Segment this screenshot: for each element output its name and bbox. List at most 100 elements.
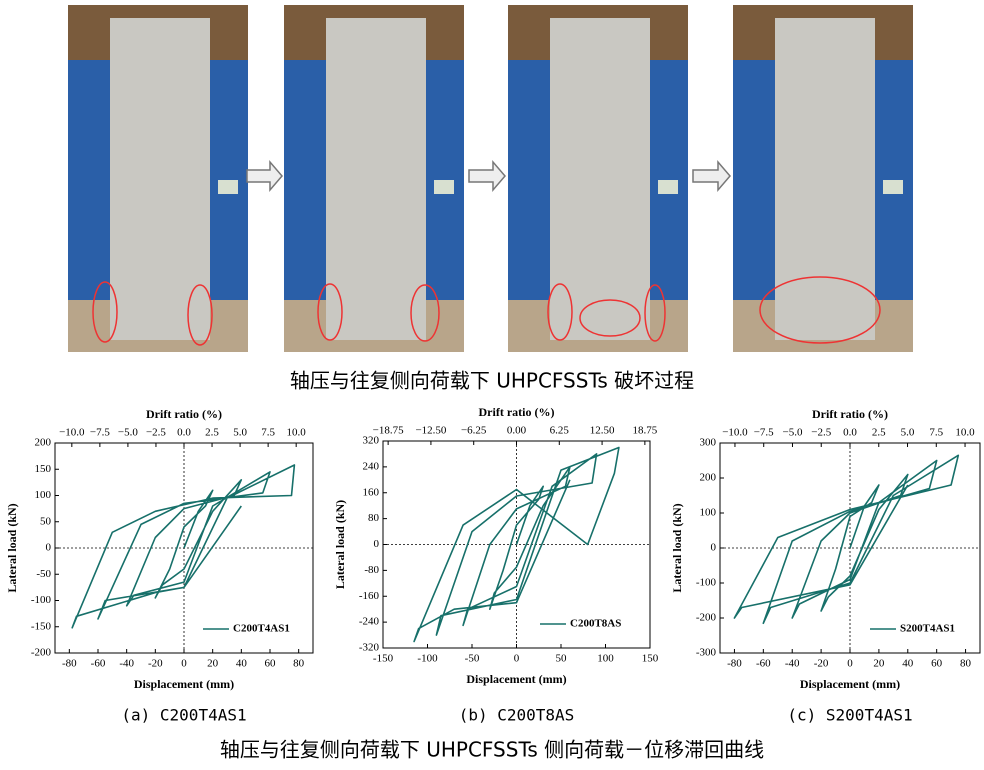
damage-marker [410,284,440,342]
x2-tick-label: 2.5 [205,427,219,439]
photo-sensor [218,180,238,194]
x2-tick-label: 6.25 [550,425,570,437]
chart-caption: (c) S200T4AS1 [787,706,912,725]
photos-caption: 轴压与往复侧向荷载下 UHPCFSSTs 破坏过程 [290,369,694,393]
photo-column [326,18,426,340]
x2-tick-label: −5.0 [118,427,138,439]
photo-sensor [434,180,454,194]
x-tick-label: -40 [119,658,134,670]
x-tick-label: 60 [265,658,277,670]
x2-tick-label: 5.0 [901,427,915,439]
photo-sensor [658,180,678,194]
arrow [692,159,731,193]
x-tick-label: 0 [847,658,853,670]
x2-tick-label: −6.25 [461,425,487,437]
x-tick-label: 0 [514,653,520,665]
x2-tick-label: −18.75 [373,425,404,437]
y-tick-label: 80 [368,512,380,524]
damage-marker [644,284,666,342]
x2-tick-label: −12.50 [415,425,446,437]
hysteresis-curve [733,454,960,625]
x2-tick-label: 10.0 [955,427,975,439]
y-tick-label: 240 [363,460,380,472]
x-tick-label: 40 [902,658,914,670]
y-tick-label: -150 [31,620,52,632]
y-tick-label: 200 [35,437,52,449]
y-tick-label: -320 [359,642,380,654]
damage-marker [187,284,213,346]
x2-tick-label: −7.5 [90,427,110,439]
x-tick-label: -100 [417,653,438,665]
photo-sensor [883,180,903,194]
x2-tick-label: −2.5 [811,427,831,439]
x-tick-label: -40 [785,658,800,670]
x2-tick-label: −2.5 [146,427,166,439]
y-tick-label: 50 [40,515,52,527]
x-axis-label: Displacement (mm) [466,672,566,686]
hysteresis-curve [71,464,296,629]
x-tick-label: -20 [814,658,829,670]
x-tick-label: 100 [597,653,614,665]
x-tick-label: -150 [373,653,394,665]
y-tick-label: -300 [696,647,717,659]
x2-tick-label: −10.0 [59,427,85,439]
y-axis-label: Lateral load (kN) [333,500,347,589]
x-tick-label: 80 [960,658,972,670]
y-tick-label: -240 [359,616,380,628]
damage-marker [759,276,881,344]
x2-tick-label: 2.5 [872,427,886,439]
arrow [246,159,283,193]
x2-tick-label: −10.0 [722,427,748,439]
x-tick-label: -60 [756,658,771,670]
y-tick-label: -160 [359,590,380,602]
x-tick-label: 20 [873,658,885,670]
x-tick-label: 40 [236,658,248,670]
chart-caption: (a) C200T4AS1 [121,706,246,725]
y-axis-label: Lateral load (kN) [5,503,19,592]
x2-tick-label: 0.00 [507,425,527,437]
x-tick-label: -80 [62,658,77,670]
y-tick-label: -80 [364,564,379,576]
y-tick-label: 320 [363,435,380,447]
y-tick-label: 0 [374,538,380,550]
photo-row [68,5,913,352]
y-tick-label: 100 [35,489,52,501]
damage-marker [92,281,118,343]
y-tick-label: 0 [711,542,717,554]
photo-column [550,18,650,340]
x2-tick-label: 18.75 [632,425,657,437]
y-tick-label: 100 [700,507,717,519]
x2-tick-label: 0.0 [177,427,191,439]
x2-tick-label: 0.0 [843,427,857,439]
y-tick-label: 150 [35,463,52,475]
x-tick-label: 60 [931,658,943,670]
x2-tick-label: −5.0 [782,427,802,439]
y-tick-label: 160 [363,486,380,498]
x-tick-label: 80 [293,658,305,670]
legend-label: C200T4AS1 [233,623,290,635]
x-tick-label: 50 [556,653,568,665]
x2-tick-label: 7.5 [929,427,943,439]
y-tick-label: -100 [696,577,717,589]
x-tick-label: -80 [727,658,742,670]
x2-tick-label: 5.0 [233,427,247,439]
damage-marker [317,283,343,341]
legend-label: S200T4AS1 [900,623,955,635]
chart-caption: (b) C200T8AS [459,706,575,725]
damage-marker [547,283,573,341]
legend-label: C200T8AS [570,618,621,630]
x-tick-label: -50 [465,653,480,665]
x2-axis-label: Drift ratio (%) [812,407,888,421]
x-tick-label: -20 [148,658,163,670]
charts-caption: 轴压与往复侧向荷载下 UHPCFSSTs 侧向荷载－位移滞回曲线 [220,738,764,762]
y-axis-label: Lateral load (kN) [670,503,684,592]
x2-tick-label: 12.50 [590,425,615,437]
y-tick-label: -200 [696,612,717,624]
y-tick-label: 200 [700,472,717,484]
x-tick-label: 0 [181,658,187,670]
x-axis-label: Displacement (mm) [800,677,900,691]
arrow [468,159,506,193]
hysteresis-curve [413,446,620,643]
photo-column [775,18,875,340]
